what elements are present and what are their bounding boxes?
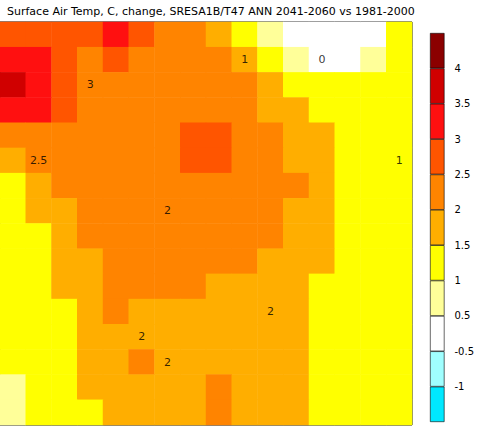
svg-text:-0.5: -0.5 (454, 346, 474, 357)
svg-text:1: 1 (454, 275, 460, 286)
svg-text:1: 1 (396, 154, 403, 167)
svg-text:2: 2 (164, 356, 171, 369)
svg-text:0: 0 (318, 53, 325, 66)
svg-text:3: 3 (87, 78, 94, 91)
svg-text:-1: -1 (454, 381, 464, 392)
svg-text:2: 2 (267, 305, 274, 318)
svg-text:3: 3 (454, 134, 460, 145)
svg-text:Surface Air Temp, C, change, S: Surface Air Temp, C, change, SRESA1B/T47… (7, 5, 415, 18)
svg-text:3.5: 3.5 (454, 98, 470, 109)
svg-text:2: 2 (138, 330, 145, 343)
svg-text:0.5: 0.5 (454, 310, 470, 321)
svg-text:1.5: 1.5 (454, 240, 470, 251)
svg-text:1: 1 (241, 53, 248, 66)
svg-text:2.5: 2.5 (30, 154, 48, 167)
svg-text:2.5: 2.5 (454, 169, 470, 180)
svg-text:2: 2 (454, 204, 460, 215)
svg-text:4: 4 (454, 63, 460, 74)
svg-text:2: 2 (164, 204, 171, 217)
